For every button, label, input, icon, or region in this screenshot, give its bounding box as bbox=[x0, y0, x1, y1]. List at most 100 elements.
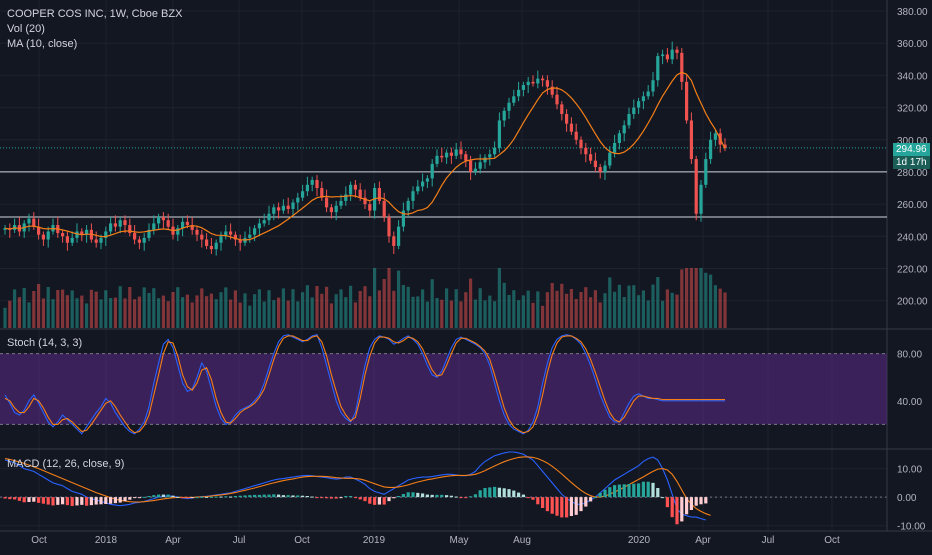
volume-bar bbox=[113, 297, 117, 328]
candle-body bbox=[478, 162, 482, 169]
macd-histogram-bar bbox=[704, 497, 708, 504]
x-tick-label: 2018 bbox=[95, 535, 118, 546]
candle-body bbox=[502, 110, 506, 121]
macd-histogram-bar bbox=[22, 497, 26, 503]
candle-body bbox=[219, 236, 223, 243]
candle-body bbox=[646, 91, 650, 97]
macd-histogram-bar bbox=[488, 487, 492, 498]
stoch-d-line bbox=[4, 335, 725, 434]
price-tick-label: 220.00 bbox=[897, 264, 928, 275]
macd-histogram-bar bbox=[272, 494, 276, 498]
macd-histogram-bar bbox=[689, 497, 693, 510]
volume-bar bbox=[137, 296, 141, 328]
macd-histogram-bar bbox=[128, 497, 132, 500]
candle-body bbox=[229, 231, 233, 235]
candle-body bbox=[80, 231, 84, 235]
volume-bar bbox=[435, 298, 439, 328]
volume-bar bbox=[123, 298, 127, 328]
candle-body bbox=[670, 49, 674, 60]
volume-bar bbox=[104, 290, 108, 328]
volume-bar bbox=[536, 291, 540, 328]
candle-body bbox=[41, 234, 45, 240]
macd-histogram-bar bbox=[94, 497, 98, 505]
macd-histogram-bar bbox=[406, 492, 410, 498]
candle-body bbox=[536, 78, 540, 84]
macd-histogram-bar bbox=[205, 496, 209, 498]
macd-histogram-bar bbox=[454, 496, 458, 498]
volume-bar bbox=[589, 297, 593, 328]
volume-bar bbox=[224, 287, 228, 328]
candle-body bbox=[363, 197, 367, 205]
macd-histogram-bar bbox=[507, 489, 511, 498]
volume-bar bbox=[565, 293, 569, 328]
stoch-tick-label: 80.00 bbox=[897, 350, 922, 361]
macd-histogram-bar bbox=[685, 497, 689, 515]
candle-body bbox=[109, 223, 113, 232]
volume-bar bbox=[411, 296, 415, 328]
volume-bar bbox=[368, 296, 372, 328]
volume-bar bbox=[670, 292, 674, 328]
macd-histogram-bar bbox=[209, 496, 213, 498]
volume-bar bbox=[651, 284, 655, 328]
volume-bar bbox=[75, 298, 79, 328]
volume-bar bbox=[560, 283, 564, 328]
candle-body bbox=[406, 200, 410, 211]
volume-bar bbox=[497, 268, 501, 328]
macd-histogram-bar bbox=[661, 497, 665, 499]
macd-histogram-bar bbox=[248, 495, 252, 498]
macd-histogram-bar bbox=[325, 497, 329, 499]
price-tick-label: 360.00 bbox=[897, 39, 928, 50]
volume-bar bbox=[209, 293, 213, 328]
macd-histogram-bar bbox=[483, 488, 487, 498]
macd-tick-label: 10.00 bbox=[897, 465, 922, 476]
axes: Oct 2018 Apr Jul Oct 2019 May Aug 2020 Apr Jul Oct 3… bbox=[31, 7, 928, 546]
countdown-tag: 1d 17h bbox=[893, 156, 930, 169]
volume-bar bbox=[161, 295, 165, 328]
volume-bar bbox=[689, 268, 693, 328]
candle-body bbox=[329, 207, 333, 213]
macd-histogram-bar bbox=[675, 497, 679, 525]
macd-histogram-bar bbox=[358, 497, 362, 500]
volume-bar bbox=[85, 303, 89, 328]
x-tick-label: Oct bbox=[294, 535, 310, 546]
volume-bar bbox=[272, 300, 276, 328]
macd-histogram-bar bbox=[224, 496, 228, 498]
volume-bar bbox=[440, 299, 444, 328]
volume-bar bbox=[22, 288, 26, 328]
macd-histogram-bar bbox=[473, 494, 477, 498]
last-price-tag: 294.96 bbox=[893, 143, 930, 156]
volume-bar bbox=[488, 295, 492, 328]
candle-body bbox=[358, 189, 362, 198]
macd-histogram-bar bbox=[51, 497, 55, 506]
macd-histogram-bar bbox=[416, 492, 420, 498]
macd-histogram-bar bbox=[281, 495, 285, 498]
candle-body bbox=[137, 239, 141, 243]
macd-histogram-bar bbox=[526, 497, 530, 499]
macd-histogram-bar bbox=[574, 497, 578, 515]
volume-bar bbox=[430, 279, 434, 328]
volume-bar bbox=[632, 285, 636, 328]
macd-histogram-bar bbox=[656, 488, 660, 498]
macd-histogram-bar bbox=[373, 497, 377, 505]
candle-body bbox=[104, 231, 108, 238]
candle-body bbox=[65, 236, 69, 243]
candle-body bbox=[622, 125, 626, 134]
macd-histogram-bar bbox=[344, 496, 348, 498]
macd-histogram-bar bbox=[123, 497, 127, 502]
macd-histogram-bar bbox=[219, 496, 223, 498]
candle-body bbox=[617, 133, 621, 143]
macd-histogram-bar bbox=[368, 497, 372, 504]
candle-body bbox=[723, 144, 727, 148]
candle-body bbox=[291, 202, 295, 209]
candle-body bbox=[550, 86, 554, 95]
candle-body bbox=[61, 233, 65, 237]
volume-bar bbox=[301, 292, 305, 328]
volume-bar bbox=[286, 300, 290, 328]
macd-histogram-bar bbox=[555, 497, 559, 516]
macd-histogram-bar bbox=[37, 497, 41, 503]
macd-histogram-bar bbox=[291, 495, 295, 498]
candle-body bbox=[123, 220, 127, 226]
candle-body bbox=[305, 184, 309, 192]
